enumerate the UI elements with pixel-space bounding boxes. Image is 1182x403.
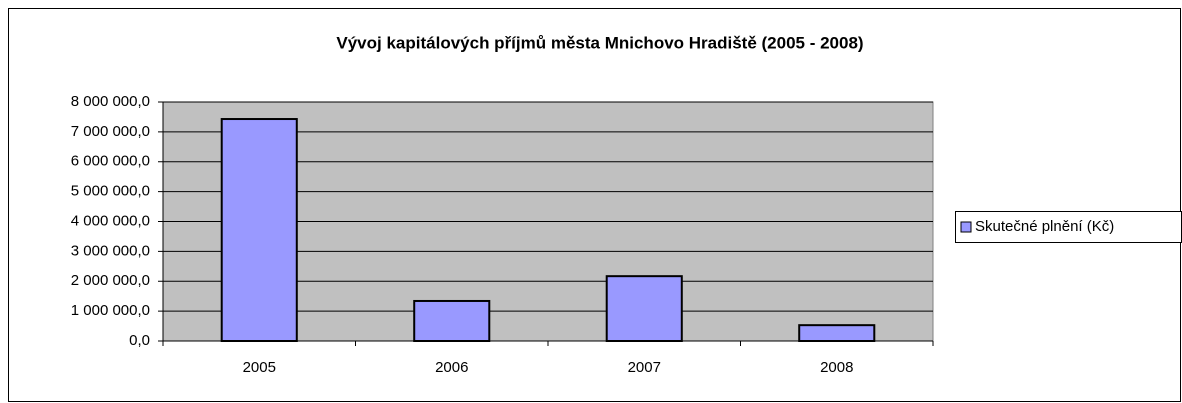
y-tick-label: 0,0 bbox=[129, 332, 150, 349]
bar bbox=[220, 118, 298, 342]
y-tick-label: 5 000 000,0 bbox=[71, 183, 150, 200]
x-tick-label: 2007 bbox=[628, 359, 661, 376]
legend-label: Skutečné plnění (Kč) bbox=[975, 218, 1114, 235]
x-tick-label: 2008 bbox=[820, 359, 853, 376]
y-tick-label: 4 000 000,0 bbox=[71, 212, 150, 229]
x-tick-label: 2006 bbox=[435, 359, 468, 376]
bar bbox=[605, 275, 683, 343]
y-tick-label: 2 000 000,0 bbox=[71, 272, 150, 289]
legend-swatch bbox=[960, 221, 972, 233]
y-tick-label: 6 000 000,0 bbox=[71, 153, 150, 170]
y-tick-label: 8 000 000,0 bbox=[71, 93, 150, 110]
x-tick-label: 2005 bbox=[243, 359, 276, 376]
chart-title: Vývoj kapitálových příjmů města Mnichovo… bbox=[336, 33, 863, 52]
y-tick-label: 1 000 000,0 bbox=[71, 302, 150, 319]
y-tick-label: 3 000 000,0 bbox=[71, 242, 150, 259]
legend-box bbox=[955, 211, 1182, 243]
bar bbox=[798, 324, 876, 343]
bar bbox=[413, 299, 491, 342]
y-tick-label: 7 000 000,0 bbox=[71, 123, 150, 140]
